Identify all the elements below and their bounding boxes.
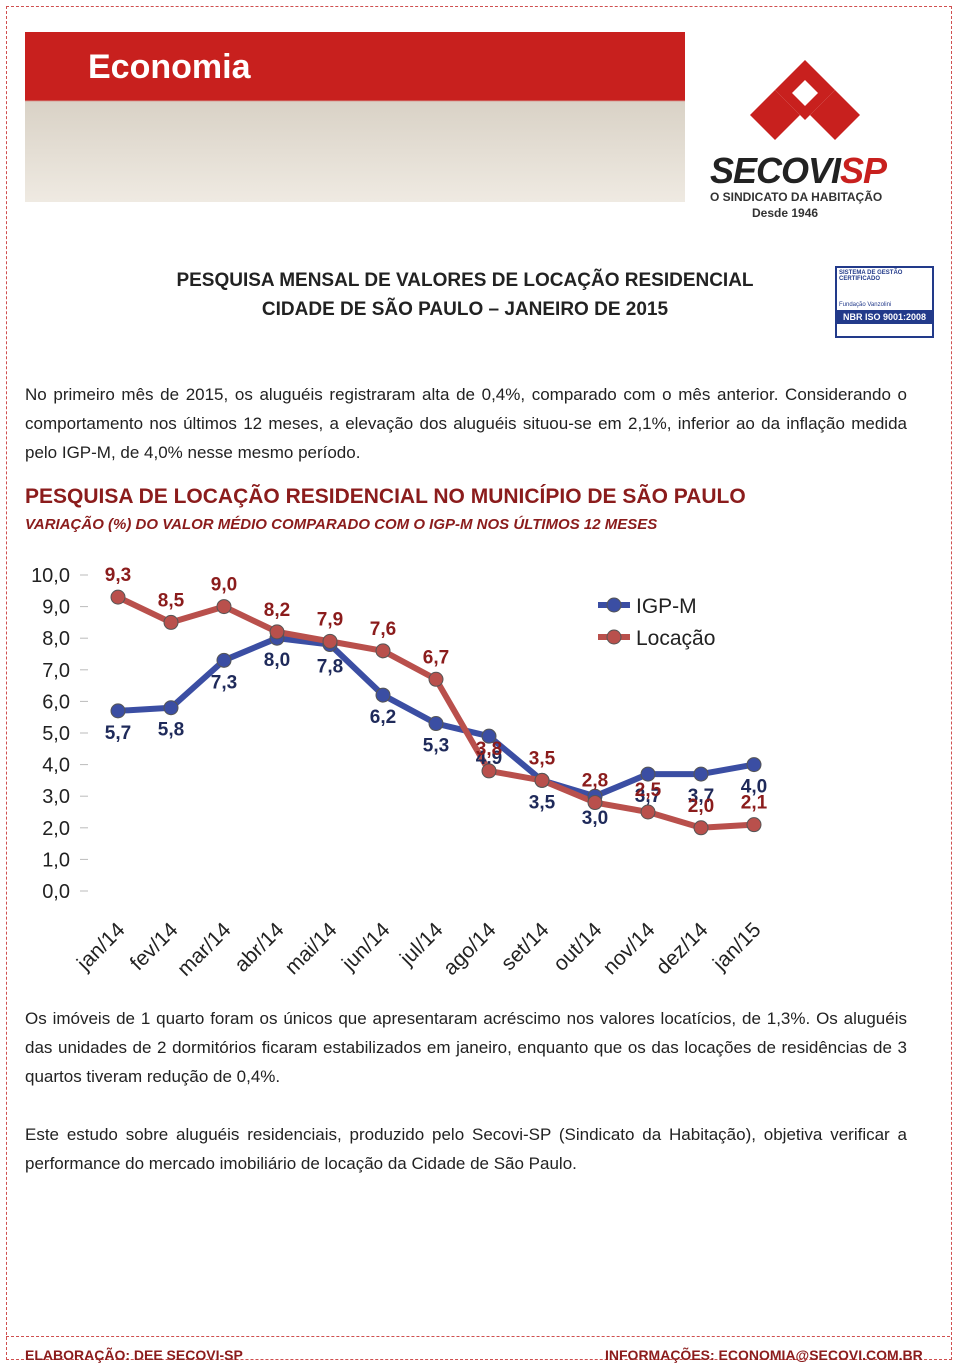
doc-title: PESQUISA MENSAL DE VALORES DE LOCAÇÃO RE…: [176, 270, 754, 291]
certification: SISTEMA DE GESTÃO CERTIFICADO Fundação V…: [835, 266, 934, 338]
data-point: [322, 633, 338, 649]
chart: 0,0 1,0 2,0 3,0 4,0 5,0 6,0 7,0 8,0 9,0 10,0 jan/14…: [31, 565, 768, 981]
data-point: [693, 820, 709, 836]
data-label: 9,0: [211, 575, 237, 596]
logo-since: Desde 1946: [752, 206, 819, 220]
banner: [25, 32, 685, 202]
x-tick-label: out/14: [549, 918, 607, 976]
y-tick-label: 6,0: [42, 691, 70, 713]
data-label: 5,8: [158, 720, 184, 741]
x-tick-label: jan/15: [708, 918, 765, 975]
doc-title: CIDADE DE SÃO PAULO – JANEIRO DE 2015: [261, 299, 669, 320]
data-label: 4,0: [741, 777, 767, 798]
data-label: 2,8: [582, 771, 608, 792]
intro: No primeiro mês de 2015, os aluguéis reg…: [25, 385, 907, 462]
footer-left: ELABORAÇÃO: DEE SECOVI-SP: [25, 1347, 243, 1363]
x-tick-label: dez/14: [652, 918, 713, 979]
data-point: [693, 766, 709, 782]
data-point: [216, 652, 232, 668]
y-tick-label: 4,0: [42, 755, 70, 777]
x-tick-label: abr/14: [230, 918, 289, 977]
paragraph: Os imóveis de 1 quarto foram os únicos q…: [25, 1009, 907, 1086]
footer-rule: [6, 1336, 950, 1337]
data-label: 5,7: [105, 723, 131, 744]
data-label: 2,1: [741, 793, 768, 814]
data-point: [640, 766, 656, 782]
data-point: [428, 671, 444, 687]
page-frame: [6, 6, 952, 1360]
data-label: 7,3: [211, 672, 237, 693]
logo-suffix: SP: [840, 150, 887, 191]
y-tick-label: 10,0: [31, 565, 70, 587]
banner-title: Economia: [88, 48, 251, 86]
data-point: [110, 703, 126, 719]
data-point: [481, 728, 497, 744]
data-point: [163, 614, 179, 630]
data-label: 7,8: [317, 657, 343, 678]
y-tick-label: 0,0: [42, 881, 70, 903]
footer-right: INFORMAÇÕES: ECONOMIA@SECOVI.COM.BR: [605, 1347, 923, 1363]
y-tick-label: 2,0: [42, 818, 70, 840]
data-label: 8,5: [158, 590, 185, 611]
data-label: 6,2: [370, 707, 396, 728]
data-point: [640, 804, 656, 820]
logo-mark: [750, 60, 860, 140]
legend-label: Locação: [636, 627, 715, 650]
x-tick-label: ago/14: [439, 918, 501, 980]
data-point: [216, 599, 232, 615]
data-label: 3,5: [529, 748, 556, 769]
cert-top: SISTEMA DE GESTÃO CERTIFICADO: [839, 270, 903, 282]
data-point: [746, 757, 762, 773]
data-point: [428, 716, 444, 732]
y-tick-label: 1,0: [42, 849, 70, 871]
y-tick-label: 7,0: [42, 660, 70, 682]
x-tick-label: set/14: [497, 918, 554, 975]
legend-marker: [606, 629, 622, 645]
chart-title: PESQUISA DE LOCAÇÃO RESIDENCIAL NO MUNIC…: [25, 485, 746, 508]
y-tick-label: 9,0: [42, 597, 70, 619]
data-point: [587, 795, 603, 811]
data-label: 8,0: [264, 650, 290, 671]
data-label: 7,6: [370, 619, 396, 640]
cert-iso: NBR ISO 9001:2008: [837, 310, 932, 324]
data-label: 2,0: [688, 796, 714, 817]
data-point: [110, 589, 126, 605]
data-label: 5,3: [423, 736, 449, 757]
y-tick-label: 5,0: [42, 723, 70, 745]
data-label: 7,9: [317, 609, 343, 630]
legend-label: IGP-M: [636, 595, 697, 618]
chart-subtitle: VARIAÇÃO (%) DO VALOR MÉDIO COMPARADO CO…: [25, 516, 658, 533]
data-label: 9,3: [105, 565, 131, 586]
data-label: 3,8: [476, 739, 502, 760]
data-label: 3,5: [529, 792, 556, 813]
logo-name: SECOVI: [710, 150, 841, 191]
data-point: [269, 624, 285, 640]
x-tick-label: mar/14: [173, 918, 236, 981]
data-label: 3,7: [688, 786, 714, 807]
logo-tagline: O SINDICATO DA HABITAÇÃO: [710, 190, 883, 204]
data-label: 4,9: [476, 748, 502, 769]
x-tick-label: nov/14: [599, 918, 660, 979]
logo: SECOVISP: [710, 150, 887, 192]
data-label: 3,0: [582, 808, 608, 829]
data-label: 6,7: [423, 647, 449, 668]
cert-org: Fundação Vanzolini: [839, 302, 892, 308]
data-label: 8,2: [264, 600, 290, 621]
paragraph: Este estudo sobre aluguéis residenciais,…: [25, 1125, 907, 1173]
data-point: [375, 687, 391, 703]
legend-marker: [606, 597, 622, 613]
data-label: 2,5: [635, 780, 662, 801]
y-tick-label: 3,0: [42, 786, 70, 808]
data-point: [481, 763, 497, 779]
x-tick-label: jun/14: [337, 918, 395, 976]
y-tick-label: 8,0: [42, 628, 70, 650]
data-point: [534, 772, 550, 788]
data-point: [163, 700, 179, 716]
data-point: [746, 817, 762, 833]
x-tick-label: jan/14: [72, 918, 130, 976]
x-tick-label: mai/14: [281, 918, 342, 979]
data-label: 3,7: [635, 786, 661, 807]
data-point: [375, 643, 391, 659]
